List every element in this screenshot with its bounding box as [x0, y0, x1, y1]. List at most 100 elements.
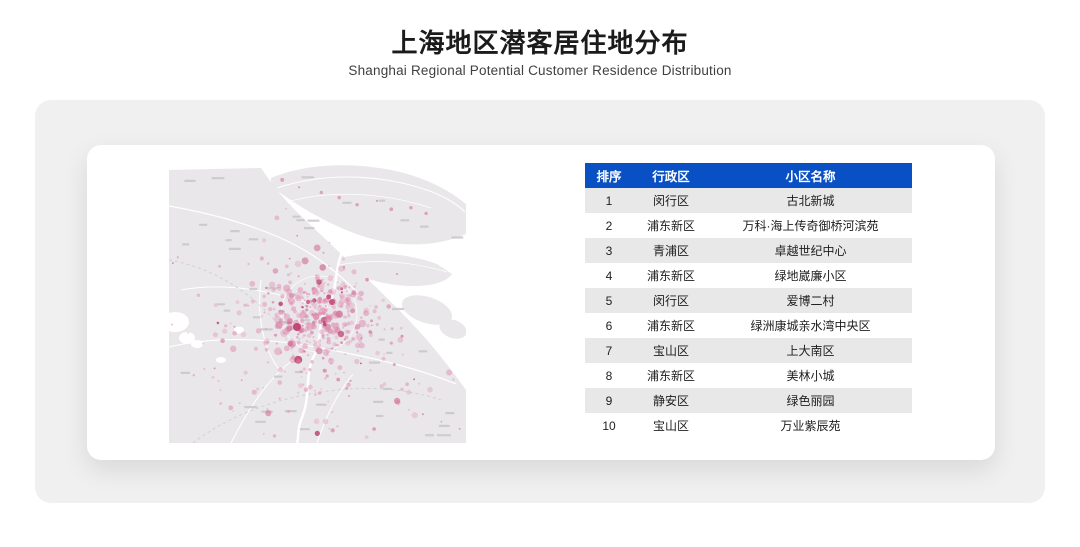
customer-dot [382, 382, 387, 386]
customer-dot [216, 321, 220, 325]
customer-dot [304, 326, 310, 332]
customer-dot [320, 388, 322, 390]
customer-dot [330, 313, 334, 317]
customer-dot [289, 338, 293, 342]
customer-dot [266, 361, 270, 364]
table-row: 10 宝山区 万业紫辰苑 [585, 413, 912, 438]
customer-dot [342, 322, 348, 328]
customer-dot [342, 326, 345, 329]
ranking-table-header: 排序 行政区 小区名称 [585, 163, 912, 188]
map-label-smudge [315, 403, 327, 406]
customer-dot [275, 321, 283, 329]
map-label-smudge [252, 316, 261, 319]
customer-dot [327, 328, 333, 334]
customer-dot [302, 291, 305, 294]
customer-dot [297, 383, 303, 389]
customer-dot [325, 353, 329, 357]
table-row: 5 闵行区 爱博二村 [585, 288, 912, 313]
customer-dot [326, 340, 332, 345]
customer-dot [360, 357, 362, 360]
map-label-smudge [244, 406, 258, 409]
customer-dot [236, 310, 242, 316]
customer-dot [335, 326, 338, 329]
map-label-smudge [445, 412, 455, 415]
customer-dot [303, 299, 306, 302]
customer-dot [286, 293, 292, 300]
customer-dot [354, 326, 358, 330]
map-label-smudge [184, 179, 196, 182]
customer-dot [263, 311, 266, 314]
customer-dot [232, 331, 237, 336]
customer-dot [337, 330, 345, 338]
customer-dot [349, 379, 352, 382]
customer-dot [279, 351, 283, 354]
customer-dot [229, 322, 232, 325]
customer-dot [264, 347, 269, 352]
customer-dot [301, 302, 304, 305]
customer-dot [238, 402, 241, 404]
customer-dot [297, 333, 300, 336]
customer-dot [335, 343, 338, 347]
customer-dot [325, 374, 329, 378]
map-label-smudge [307, 219, 320, 222]
customer-dot [340, 287, 344, 291]
column-header-rank: 排序 [585, 163, 633, 188]
customer-dot [262, 386, 264, 389]
customer-dot [306, 299, 311, 305]
customer-dot [211, 376, 215, 379]
customer-dot [280, 329, 288, 338]
customer-dot [303, 328, 308, 333]
map-label-smudge [211, 177, 225, 180]
customer-dot [351, 269, 357, 275]
customer-dot [304, 322, 308, 326]
customer-dot [213, 303, 218, 307]
customer-dot [344, 329, 349, 334]
customer-dot [298, 186, 301, 189]
map-label-smudge [451, 236, 464, 239]
customer-dot [278, 309, 284, 315]
customer-dot [272, 434, 277, 438]
customer-dot [407, 408, 410, 411]
customer-dot [288, 326, 291, 329]
page-title: 上海地区潜客居住地分布 [391, 28, 689, 58]
map-label-smudges [180, 176, 464, 431]
customer-dot [347, 311, 350, 314]
customer-dot [322, 322, 327, 327]
page-subtitle: Shanghai Regional Potential Customer Res… [348, 63, 732, 78]
customer-dot [355, 203, 359, 207]
customer-dot [266, 340, 269, 344]
map-label-smudge [182, 243, 190, 246]
customer-dot [304, 304, 307, 307]
customer-dot [336, 377, 340, 382]
customer-dot [327, 400, 329, 403]
customer-dot [264, 328, 268, 331]
customer-dot [345, 289, 349, 293]
customer-dot [240, 331, 247, 338]
customer-dot [347, 314, 351, 318]
customer-dot [303, 334, 307, 337]
customer-dot [313, 341, 321, 349]
customer-dot [290, 272, 292, 275]
customer-dot [321, 299, 327, 304]
customer-dot [324, 308, 327, 311]
customer-dot [337, 344, 340, 347]
customer-dot [326, 337, 331, 341]
customer-dot [321, 334, 325, 337]
customer-dot [291, 355, 296, 360]
customer-dot [345, 340, 351, 346]
customer-dot [316, 346, 319, 349]
customer-dot [313, 300, 316, 303]
customer-dot [268, 307, 273, 312]
customer-dot [187, 331, 189, 334]
customer-dot [348, 286, 351, 289]
customer-dot [277, 380, 282, 385]
customer-dot [283, 313, 291, 320]
customer-dot [283, 370, 286, 373]
rank-cell: 4 [605, 268, 613, 283]
customer-dot [323, 307, 329, 312]
community-cell: 卓越世纪中心 [774, 244, 847, 258]
customer-dot [318, 319, 323, 325]
customer-dot [287, 321, 291, 325]
customer-dot [276, 283, 282, 289]
